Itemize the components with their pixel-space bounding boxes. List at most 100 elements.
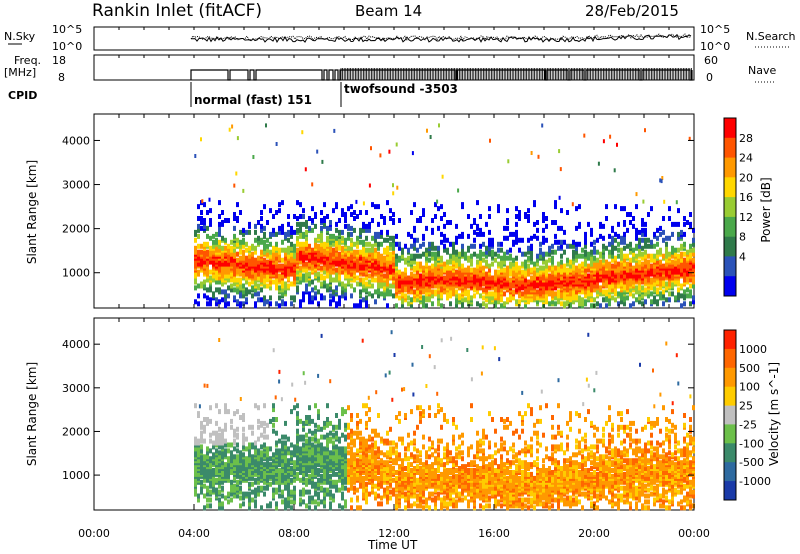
- echo-cell: [515, 299, 518, 305]
- echo-cell: [269, 456, 272, 462]
- echo-cell: [611, 249, 614, 255]
- echo-cell: [236, 289, 239, 295]
- echo-cell: [308, 468, 311, 473]
- echo-cell: [293, 489, 296, 495]
- echo-cell: [362, 227, 365, 233]
- echo-cell: [431, 245, 434, 251]
- echo-cell: [311, 253, 314, 259]
- echo-cell: [326, 450, 329, 456]
- echo-cell: [317, 289, 320, 295]
- echo-cell: [458, 251, 461, 257]
- echo-cell: [251, 497, 254, 503]
- echo-cell: [675, 200, 678, 205]
- echo-cell: [260, 460, 263, 466]
- echo-cell: [392, 235, 395, 241]
- echo-cell: [389, 241, 392, 247]
- echo-cell: [275, 231, 278, 237]
- echo-cell: [263, 279, 266, 285]
- echo-cell: [605, 297, 608, 303]
- echo-cell: [374, 299, 377, 305]
- echo-cell: [656, 299, 659, 305]
- colorbar-tick-label: 8: [739, 231, 746, 244]
- echo-cell: [527, 267, 530, 273]
- echo-cell: [353, 277, 356, 283]
- echo-cell: [473, 287, 476, 293]
- echo-cell: [428, 269, 431, 275]
- echo-cell: [257, 485, 260, 491]
- echo-cell: [692, 237, 695, 243]
- echo-cell: [245, 247, 248, 253]
- echo-cell: [380, 233, 383, 239]
- echo-cell: [242, 259, 245, 265]
- echo-cell: [266, 247, 269, 253]
- echo-cell: [197, 249, 200, 255]
- echo-cell: [212, 239, 215, 245]
- echo-cell: [542, 273, 545, 279]
- echo-cell: [365, 303, 368, 309]
- echo-cell: [422, 265, 425, 271]
- echo-cell: [266, 243, 269, 249]
- echo-cell: [644, 231, 647, 237]
- echo-cell: [641, 301, 644, 307]
- echo-cell: [662, 216, 665, 221]
- echo-cell: [569, 263, 572, 269]
- echo-cell: [320, 434, 323, 440]
- echo-cell: [506, 269, 509, 275]
- echo-cell: [281, 489, 284, 495]
- echo-cell: [485, 245, 488, 251]
- echo-cell: [203, 202, 206, 208]
- echo-cell: [677, 253, 680, 259]
- echo-cell: [362, 283, 365, 289]
- echo-cell: [305, 275, 308, 281]
- echo-cell: [386, 287, 389, 293]
- echo-cell: [224, 297, 227, 303]
- echo-cell: [688, 136, 691, 141]
- echo-cell: [404, 243, 407, 249]
- echo-cell: [431, 251, 434, 257]
- echo-cell: [617, 241, 620, 247]
- echo-cell: [392, 241, 395, 247]
- echo-cell: [224, 462, 227, 468]
- echo-cell: [608, 293, 611, 299]
- echo-cell: [314, 428, 317, 434]
- echo-cell: [584, 231, 587, 237]
- echo-cell: [560, 225, 563, 231]
- echo-cell: [314, 223, 317, 229]
- echo-cell: [218, 436, 221, 442]
- echo-cell: [332, 208, 335, 214]
- echo-cell: [332, 497, 335, 503]
- echo-cell: [230, 251, 233, 257]
- echo-cell: [323, 434, 326, 440]
- echo-cell: [329, 458, 332, 464]
- echo-cell: [461, 263, 464, 269]
- echo-cell: [263, 452, 266, 458]
- echo-cell: [278, 493, 281, 499]
- echo-cell: [227, 293, 230, 299]
- echo-cell: [401, 271, 404, 277]
- echo-cell: [263, 403, 266, 409]
- echo-cell: [209, 405, 212, 411]
- echo-cell: [635, 267, 638, 273]
- echo-cell: [677, 208, 680, 214]
- nsky-label: N.Sky: [4, 30, 36, 43]
- echo-cell: [494, 293, 497, 299]
- echo-cell: [536, 289, 539, 295]
- echo-cell: [389, 251, 392, 257]
- echo-cell: [290, 466, 293, 471]
- echo-cell: [455, 297, 458, 303]
- echo-cell: [638, 285, 641, 291]
- echo-cell: [671, 245, 674, 251]
- echo-cell: [296, 415, 299, 420]
- echo-cell: [326, 464, 329, 470]
- echo-cell: [386, 200, 389, 206]
- echo-cell: [206, 233, 209, 239]
- echo-cell: [311, 218, 314, 223]
- echo-cell: [590, 273, 593, 279]
- echo-cell: [557, 299, 560, 305]
- echo-cell: [323, 269, 326, 275]
- echo-cell: [335, 479, 338, 485]
- echo-cell: [404, 275, 407, 281]
- echo-cell: [218, 287, 221, 293]
- echo-cell: [257, 297, 260, 303]
- echo-cell: [215, 297, 218, 303]
